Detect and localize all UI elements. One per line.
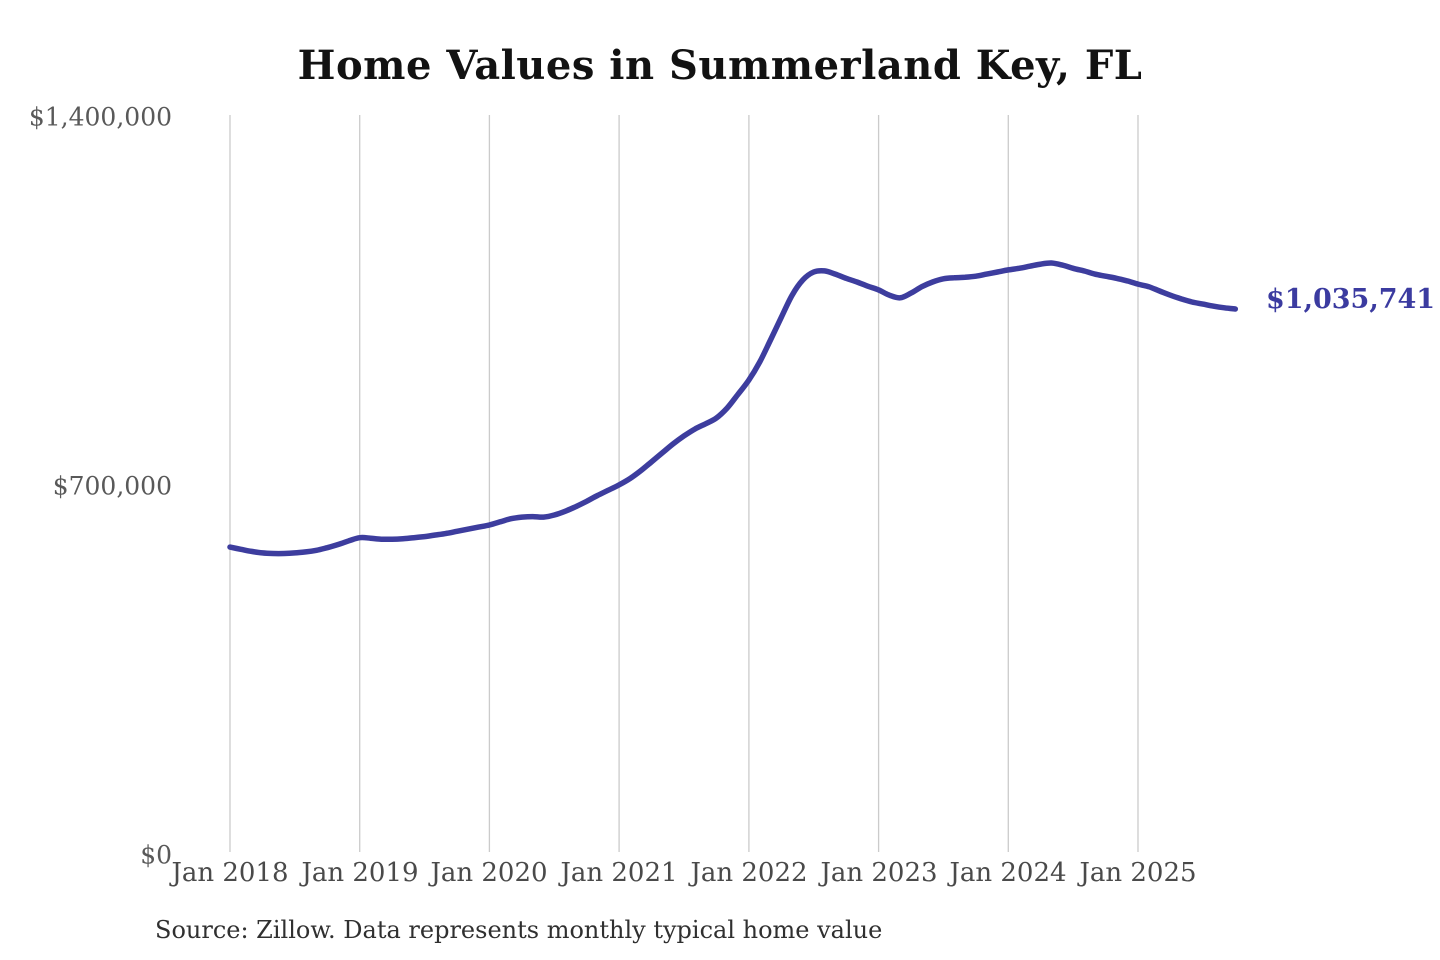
x-axis-tick-label: Jan 2025 xyxy=(1079,858,1197,888)
y-axis-tick-label: $0 xyxy=(140,840,172,870)
x-axis-tick-label: Jan 2020 xyxy=(430,858,548,888)
x-axis-tick-label: Jan 2019 xyxy=(301,858,419,888)
x-axis-tick-label: Jan 2018 xyxy=(171,858,289,888)
latest-value-label: $1,035,741 xyxy=(1266,284,1436,315)
x-axis-tick-label: Jan 2021 xyxy=(560,858,678,888)
x-axis-tick-label: Jan 2024 xyxy=(949,858,1067,888)
home-value-line-series xyxy=(227,260,1239,557)
chart-title: Home Values in Summerland Key, FL xyxy=(297,42,1143,89)
y-axis-tick-label: $700,000 xyxy=(52,471,172,501)
year-gridlines xyxy=(229,115,1139,852)
x-axis-tick-label: Jan 2022 xyxy=(690,858,808,888)
source-note: Source: Zillow. Data represents monthly … xyxy=(155,916,883,944)
x-axis-tick-label: Jan 2023 xyxy=(820,858,938,888)
y-axis-tick-label: $1,400,000 xyxy=(28,102,172,132)
